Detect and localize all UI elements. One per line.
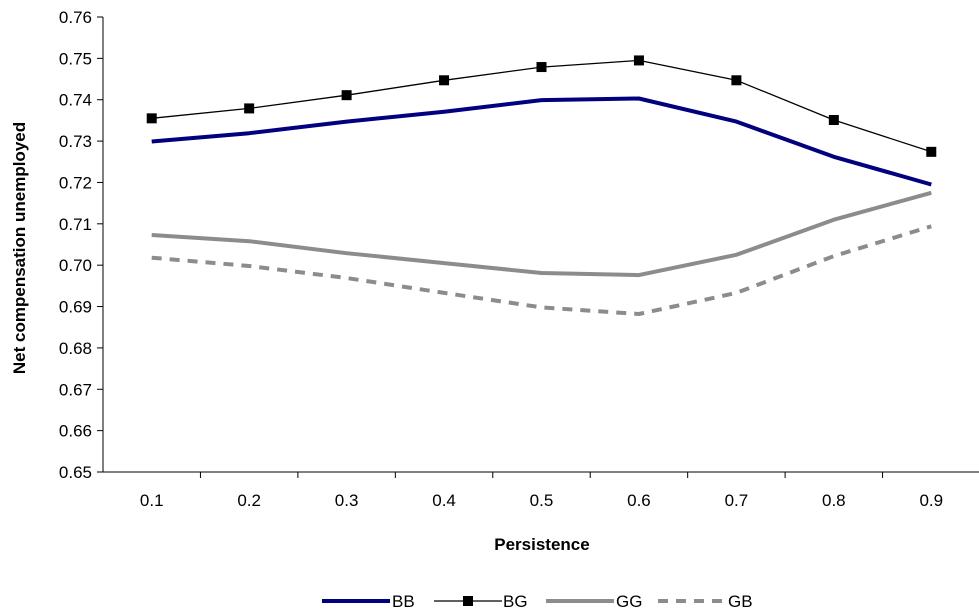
y-tick-label: 0.73 <box>59 132 92 151</box>
y-tick-label: 0.74 <box>59 91 92 110</box>
legend-label-bb: BB <box>392 592 415 611</box>
x-tick-label: 0.1 <box>140 491 164 510</box>
legend: BB BG GG GB <box>322 592 753 611</box>
y-tick-label: 0.75 <box>59 49 92 68</box>
x-tick-label: 0.3 <box>335 491 359 510</box>
data-point-bg <box>731 75 742 86</box>
series-gg <box>151 190 932 278</box>
legend-item-gb: GB <box>658 592 753 611</box>
legend-item-bb: BB <box>322 592 415 611</box>
legend-item-bg: BG <box>434 592 528 611</box>
x-tick-label: 0.6 <box>627 491 651 510</box>
data-point-bg <box>146 113 157 124</box>
data-point-bg <box>828 114 839 125</box>
data-point-bg <box>926 146 937 157</box>
series-line-bg <box>151 59 932 153</box>
series-line-bb <box>151 96 932 187</box>
x-tick-label: 0.4 <box>432 491 456 510</box>
series-gb <box>151 224 932 316</box>
data-point-bg <box>633 55 644 66</box>
y-tick-label: 0.65 <box>59 463 92 482</box>
y-tick-label: 0.67 <box>59 380 92 399</box>
series-layer <box>146 55 937 316</box>
axes <box>97 16 979 478</box>
series-bg <box>146 55 937 157</box>
x-tick-label: 0.5 <box>530 491 554 510</box>
series-bb <box>151 96 932 187</box>
y-tick-label: 0.70 <box>59 256 92 275</box>
data-point-bg <box>536 62 547 73</box>
y-tick-label: 0.76 <box>59 8 92 27</box>
y-tick-label: 0.69 <box>59 298 92 317</box>
legend-label-gb: GB <box>728 592 753 611</box>
x-tick-label: 0.8 <box>822 491 846 510</box>
data-point-bg <box>244 103 255 114</box>
y-tick-label: 0.68 <box>59 339 92 358</box>
x-tick-label: 0.2 <box>237 491 261 510</box>
legend-marker-bg <box>463 596 473 606</box>
y-tick-label: 0.71 <box>59 215 92 234</box>
y-tick-label: 0.66 <box>59 422 92 441</box>
x-axis-title: Persistence <box>494 535 589 554</box>
legend-label-bg: BG <box>503 592 528 611</box>
legend-item-gg: GG <box>546 592 642 611</box>
x-tick-label: 0.9 <box>919 491 943 510</box>
x-tick-label: 0.7 <box>725 491 749 510</box>
data-point-bg <box>439 75 450 86</box>
data-point-bg <box>341 90 352 101</box>
series-line-gg <box>151 190 932 278</box>
y-tick-label: 0.72 <box>59 173 92 192</box>
y-axis-title: Net compensation unemployed <box>10 122 29 374</box>
y-tick-labels: 0.65 0.66 0.67 0.68 0.69 0.70 0.71 0.72 0.73 0.74… <box>59 8 92 482</box>
legend-label-gg: GG <box>616 592 642 611</box>
x-tick-labels: 0.1 0.2 0.3 0.4 0.5 0.6 0.7 0.8 0.9 <box>140 491 943 510</box>
series-line-gb <box>151 224 932 316</box>
